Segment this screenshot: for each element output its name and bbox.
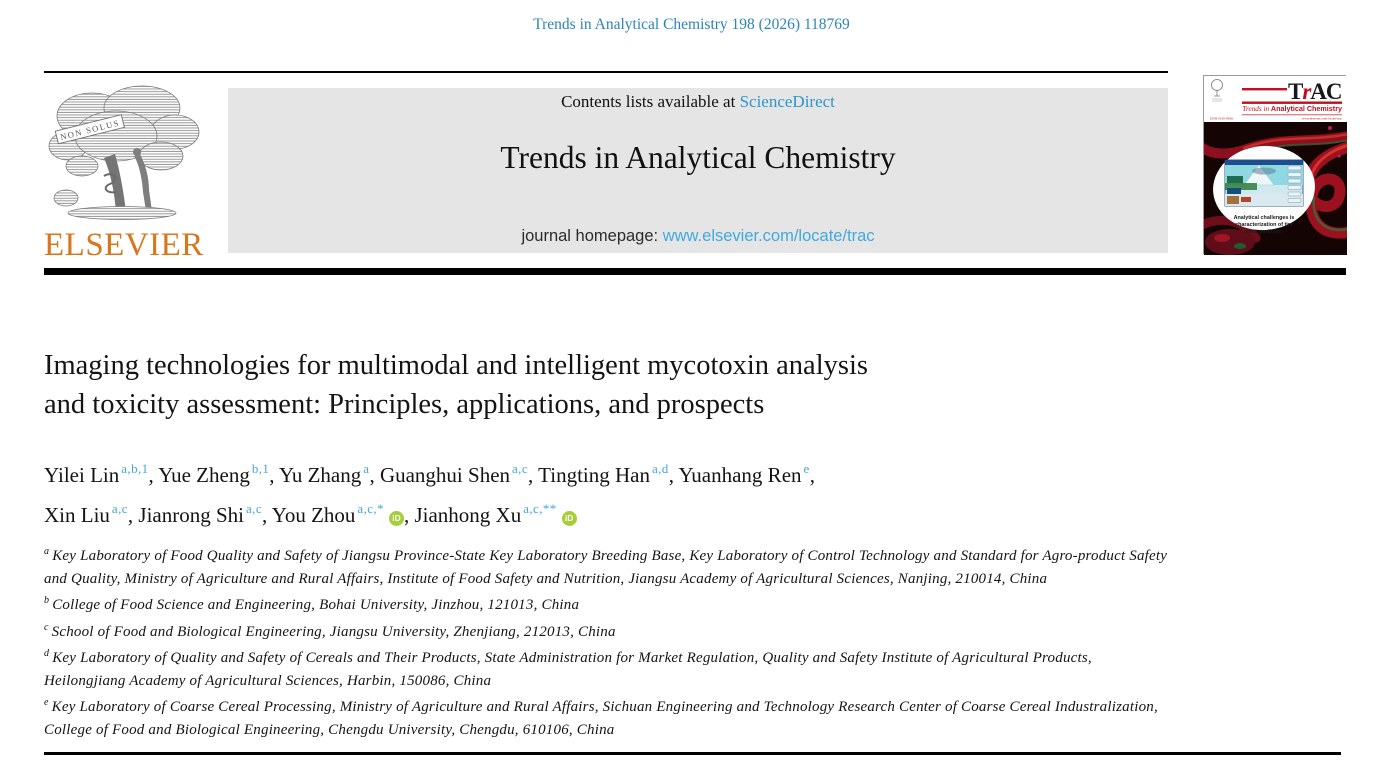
journal-title: Trends in Analytical Chemistry bbox=[500, 140, 896, 175]
author-affil-link[interactable]: a,d bbox=[651, 461, 669, 476]
author-yilei-lin: Yilei Lin a,b,1, bbox=[44, 461, 159, 487]
cover-masthead-italic: Trends in bbox=[1242, 105, 1269, 113]
author-affil-link[interactable]: a,c,** bbox=[523, 501, 557, 516]
author-yuanhang-ren: Yuanhang Ren e, bbox=[678, 461, 815, 487]
journal-banner: Contents lists available at ScienceDirec… bbox=[228, 88, 1168, 253]
author-guanghui-shen: Guanghui Shen a,c, bbox=[379, 461, 539, 487]
author-affil-link[interactable]: a,c bbox=[111, 501, 128, 516]
author-row-2: Xin Liu a,c, Jianrong Shi a,c, You Zhou a,c… bbox=[44, 492, 1214, 532]
svg-text:TrAC: TrAC bbox=[1288, 79, 1342, 104]
homepage-line: journal homepage: www.elsevier.com/locat… bbox=[228, 227, 1168, 246]
author-yue-zheng: Yue Zheng b,1, bbox=[158, 461, 280, 487]
cover-trac-t: T bbox=[1288, 79, 1303, 104]
author-yu-zhang: Yu Zhang a, bbox=[279, 461, 380, 487]
author-list: Yilei Lin a,b,1, Yue Zheng b,1, Yu Zhang a,… bbox=[44, 452, 1214, 532]
cover-masthead-bold: Analytical Chemistry bbox=[1271, 104, 1342, 113]
sciencedirect-link[interactable]: ScienceDirect bbox=[739, 92, 835, 111]
author-jianrong-shi: Jianrong Shi a,c, bbox=[138, 501, 272, 527]
contents-line: Contents lists available at ScienceDirec… bbox=[228, 92, 1168, 112]
author-affil-link[interactable]: e bbox=[803, 461, 810, 476]
cover-caption-line3: wear particles. bbox=[1244, 229, 1283, 235]
affiliation-d: d Key Laboratory of Quality and Safety of… bbox=[44, 648, 1092, 689]
section-divider bbox=[44, 752, 1341, 755]
orcid-icon[interactable]: iD bbox=[388, 511, 404, 526]
author-xin-liu: Xin Liu a,c, bbox=[44, 501, 139, 527]
article-title: Imaging technologies for multimodal and … bbox=[44, 346, 1204, 424]
elsevier-tree-icon: NON SOLUS bbox=[48, 85, 200, 220]
cover-caption-line1: Analytical challenges is bbox=[1234, 215, 1295, 221]
journal-citation: Trends in Analytical Chemistry 198 (2026… bbox=[533, 16, 850, 33]
orcid-icon[interactable]: iD bbox=[561, 511, 577, 526]
elsevier-logo: NON SOLUS ELSEVIER bbox=[44, 80, 212, 264]
author-row-1: Yilei Lin a,b,1, Yue Zheng b,1, Yu Zhang a,… bbox=[44, 452, 1214, 492]
author-jianhong-xu: Jianhong Xu a,c,**iD bbox=[414, 501, 577, 527]
author-affil-link[interactable]: a,b,1 bbox=[121, 461, 149, 476]
author-affil-link[interactable]: a bbox=[363, 461, 370, 476]
svg-text:Trends in Analytical Chemistry: Trends in Analytical Chemistry bbox=[1242, 104, 1342, 113]
affiliation-e: e Key Laboratory of Coarse Cereal Process… bbox=[44, 697, 1158, 738]
cover-issn: ISSN 0165-9936 bbox=[1210, 117, 1233, 121]
cover-site-url: www.elsevier.com/locate/trac bbox=[1302, 117, 1343, 121]
article-title-line2: and toxicity assessment: Principles, app… bbox=[44, 389, 765, 420]
cover-trac-ac: AC bbox=[1310, 79, 1341, 104]
author-affil-link[interactable]: a,c bbox=[246, 501, 263, 516]
author-affil-link[interactable]: a,c bbox=[512, 461, 529, 476]
cover-elsevier-mark bbox=[1211, 79, 1223, 102]
header-divider bbox=[44, 268, 1346, 275]
author-affil-link[interactable]: b,1 bbox=[251, 461, 270, 476]
affiliation-list: a Key Laboratory of Food Quality and Safe… bbox=[44, 541, 1172, 741]
author-affil-link[interactable]: a,c,* bbox=[357, 501, 384, 516]
homepage-prefix: journal homepage: bbox=[521, 227, 659, 245]
journal-cover-image[interactable]: Analytical challenges is characterizatio… bbox=[1203, 75, 1347, 255]
affiliation-b: b College of Food Science and Engineering… bbox=[44, 595, 580, 613]
cover-caption-line2: characterization of tire bbox=[1235, 222, 1293, 228]
elsevier-wordmark: ELSEVIER bbox=[44, 227, 204, 263]
contents-prefix: Contents lists available at bbox=[561, 92, 736, 111]
affiliation-a: a Key Laboratory of Food Quality and Safe… bbox=[44, 546, 1168, 587]
author-tingting-han: Tingting Han a,d, bbox=[538, 461, 679, 487]
affiliation-c: c School of Food and Biological Engineeri… bbox=[44, 621, 616, 640]
author-you-zhou: You Zhou a,c,*iD, bbox=[271, 501, 415, 527]
journal-homepage-link[interactable]: www.elsevier.com/locate/trac bbox=[662, 227, 875, 245]
article-title-line1: Imaging technologies for multimodal and … bbox=[44, 350, 868, 381]
cover-trac-r: r bbox=[1302, 79, 1312, 104]
top-divider bbox=[44, 71, 1168, 73]
